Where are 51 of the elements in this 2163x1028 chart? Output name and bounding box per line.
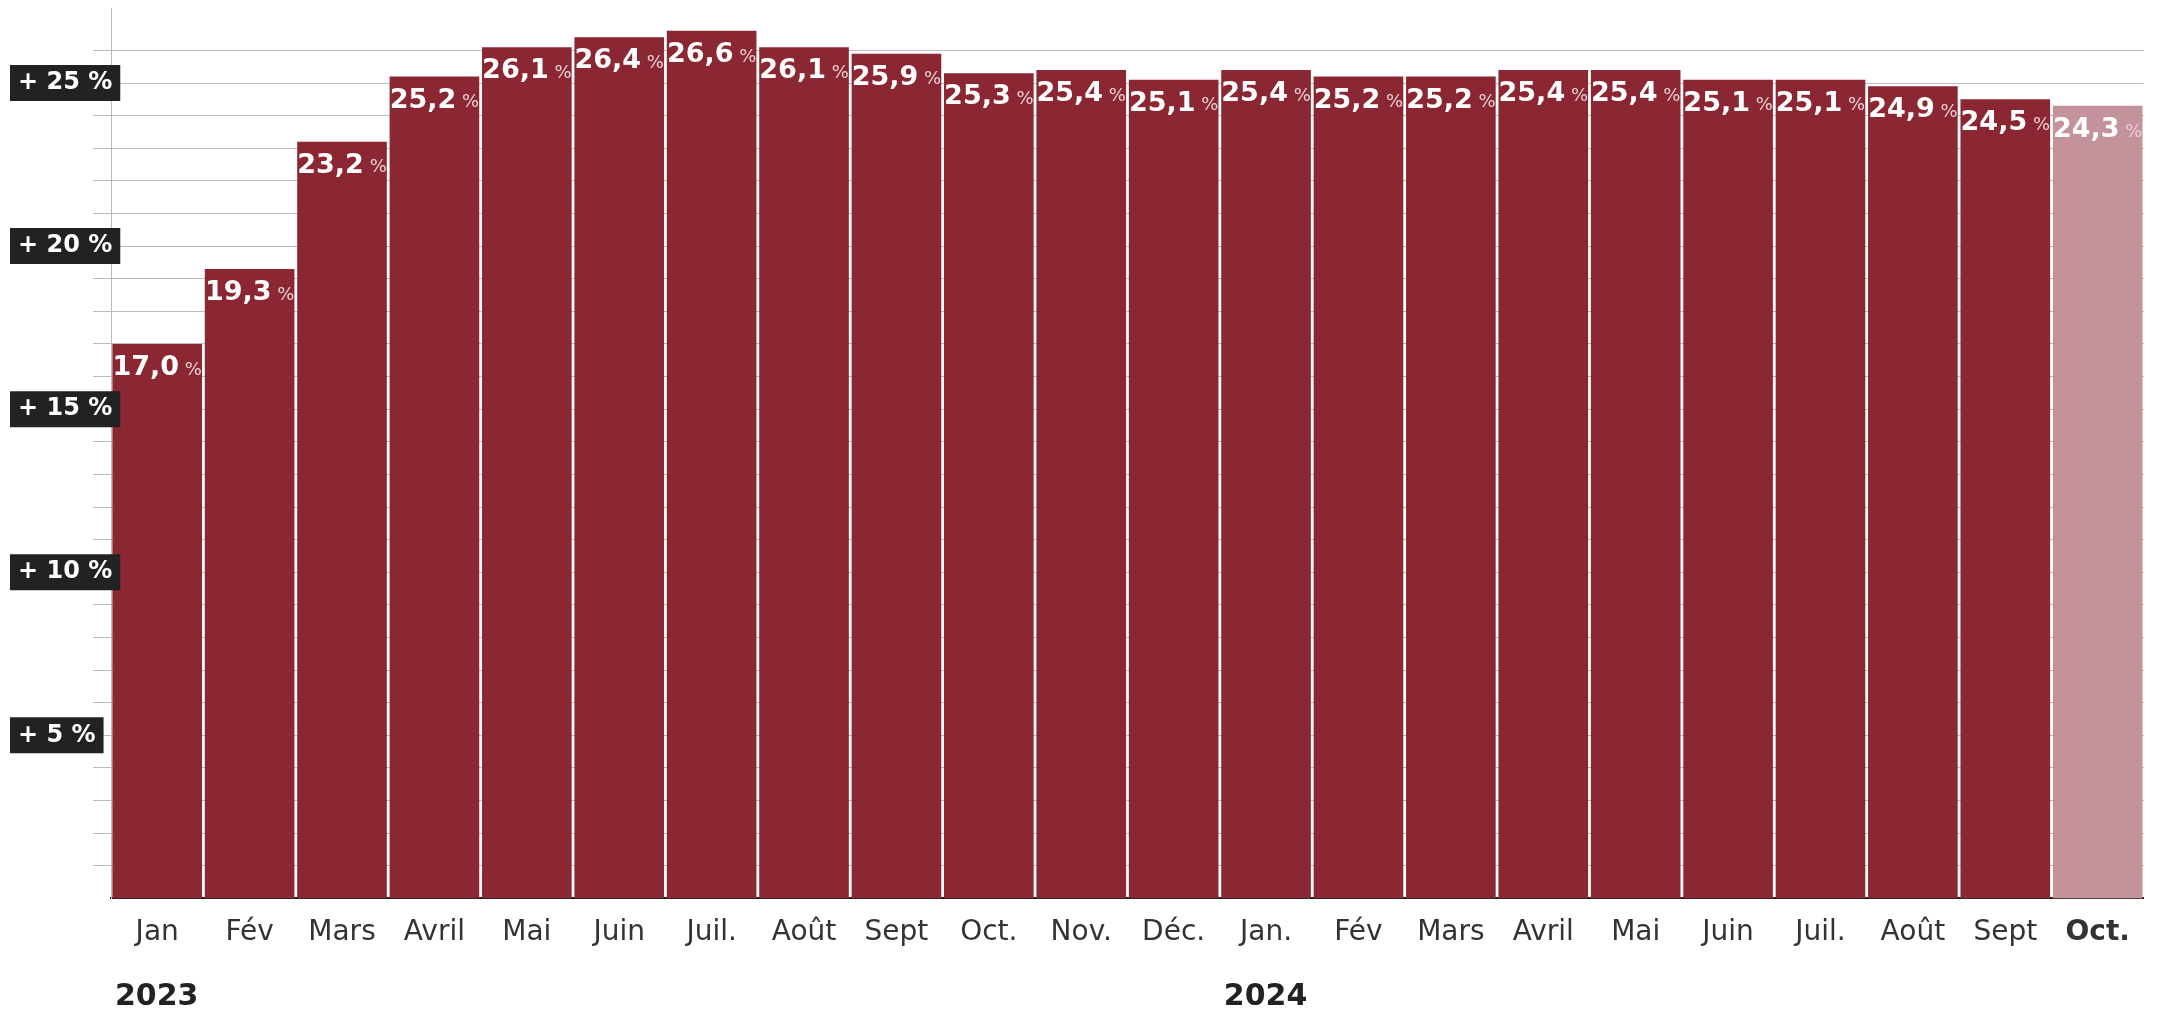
data-label: 26,6 %	[666, 36, 757, 68]
data-label: 25,3 %	[944, 79, 1034, 111]
data-label: 25,4 %	[1590, 75, 1681, 107]
x-tick-label: Sept	[864, 914, 929, 948]
data-label: 25,4 %	[1498, 75, 1588, 107]
x-tick-label: Juin	[1700, 914, 1754, 948]
x-tick-label: Fév	[225, 914, 274, 948]
data-label: 25,4 %	[1221, 75, 1311, 107]
x-tick-label: Juin	[591, 914, 645, 948]
x-tick-label: Jan.	[1238, 914, 1293, 948]
data-label: 25,1 %	[1683, 85, 1773, 117]
x-tick-label: Juil.	[684, 914, 737, 948]
x-tick-label: Août	[771, 914, 837, 948]
data-label: 24,3 %	[2052, 111, 2143, 143]
data-label: 26,4 %	[574, 43, 664, 75]
x-tick-label: Mai	[1611, 914, 1661, 948]
text: 2024	[1223, 976, 1308, 1012]
data-label: 26,1 %	[759, 53, 849, 85]
y-tick-label: + 5 %	[18, 719, 96, 748]
x-tick-label: Sept	[1973, 914, 2038, 948]
data-label: 25,1 %	[1128, 85, 1219, 117]
data-label: 24,9 %	[1868, 92, 1958, 124]
x-tick-label: Oct.	[960, 914, 1018, 948]
x-tick-label: Nov.	[1050, 914, 1112, 948]
y-tick-label: + 20 %	[18, 230, 113, 259]
data-label: 23,2 %	[297, 147, 387, 179]
x-tick-label: Oct.	[2065, 914, 2130, 948]
data-label: 25,1 %	[1775, 85, 1866, 117]
y-tick-label: + 10 %	[18, 556, 113, 585]
data-label: 25,9 %	[851, 59, 942, 91]
data-label: 19,3 %	[204, 274, 295, 306]
x-tick-label: Jan	[133, 914, 179, 948]
y-tick-label: + 25 %	[18, 67, 113, 96]
data-label: 17,0 %	[112, 349, 202, 381]
x-tick-label: Déc.	[1142, 914, 1206, 948]
x-tick-label: Avril	[1512, 914, 1574, 948]
data-label: 26,1 %	[482, 53, 572, 85]
data-label: 24,5 %	[1960, 105, 2051, 137]
data-label: 25,4 %	[1036, 75, 1126, 107]
x-tick-label: Mai	[502, 914, 552, 948]
x-tick-label: Juil.	[1793, 914, 1846, 948]
text: 2023	[115, 976, 199, 1012]
data-label: 25,2 %	[1406, 82, 1496, 114]
x-tick-label: Août	[1880, 914, 1946, 948]
x-tick-label: Mars	[1417, 914, 1485, 948]
data-label: 25,2 %	[389, 82, 480, 114]
y-tick-label: + 15 %	[18, 393, 113, 422]
x-tick-label: Fév	[1334, 914, 1383, 948]
x-tick-label: Avril	[403, 914, 465, 948]
x-tick-label: Mars	[308, 914, 376, 948]
data-label: 25,2 %	[1313, 82, 1404, 114]
